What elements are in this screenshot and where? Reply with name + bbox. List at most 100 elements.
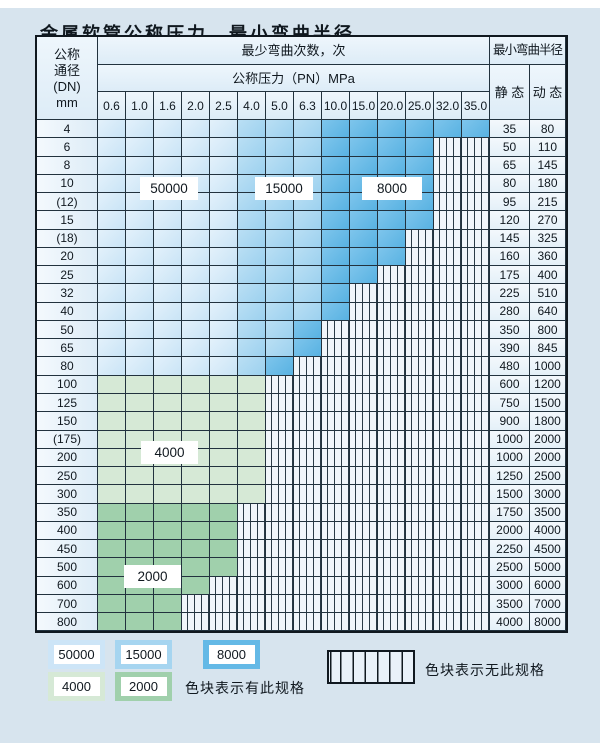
dn-cell: 32 [37, 284, 98, 303]
spec-cell-b3 [378, 211, 406, 230]
spec-cell-b1 [210, 138, 238, 157]
header-dn-column: 公称 通径 (DN) mm [37, 37, 98, 120]
spec-cell-none [406, 266, 434, 285]
dynamic-radius-cell: 1500 [530, 393, 566, 413]
spec-cell-none [462, 156, 490, 175]
spec-cell-none [434, 320, 462, 340]
spec-cell-none [462, 594, 490, 614]
spec-cell-b1 [154, 357, 182, 376]
spec-cell-b1 [210, 174, 238, 194]
spec-cell-g2 [98, 576, 126, 595]
spec-cell-none [266, 467, 294, 486]
dn-cell: (12) [37, 193, 98, 212]
header-dynamic: 动 态 [530, 65, 566, 120]
spec-cell-g1 [154, 393, 182, 413]
spec-cell-g2 [126, 594, 154, 614]
spec-cell-g2 [98, 558, 126, 577]
static-radius-cell: 3500 [490, 594, 530, 614]
dynamic-radius-cell: 215 [530, 193, 566, 212]
spec-cell-b1 [182, 266, 210, 285]
spec-cell-none [322, 320, 350, 340]
spec-grid: 公称 通径 (DN) mm 最少弯曲次数，次 公称压力（PN）MPa 最小弯曲半径 静… [35, 35, 568, 634]
spec-cell-b3 [378, 138, 406, 157]
spec-cell-g2 [126, 521, 154, 541]
spec-cell-g1 [98, 375, 126, 394]
spec-cell-b3 [406, 156, 434, 175]
spec-cell-none [406, 339, 434, 358]
spec-cell-none [350, 320, 378, 340]
dynamic-radius-cell: 510 [530, 284, 566, 303]
pressure-column-header: 5.0 [266, 92, 294, 120]
spec-cell-b3 [350, 247, 378, 267]
spec-cell-none [434, 174, 462, 194]
spec-cell-b3 [294, 320, 322, 340]
spec-cell-none [266, 503, 294, 522]
static-radius-cell: 4000 [490, 613, 530, 632]
static-radius-cell: 225 [490, 284, 530, 303]
static-radius-cell: 35 [490, 120, 530, 139]
spec-cell-b1 [126, 320, 154, 340]
spec-cell-b3 [462, 120, 490, 139]
spec-cell-b3 [350, 156, 378, 175]
spec-cell-none [462, 229, 490, 248]
spec-cell-g1 [238, 485, 266, 504]
spec-cell-b2 [294, 247, 322, 267]
spec-cell-none [322, 485, 350, 504]
spec-cell-b1 [182, 320, 210, 340]
spec-cell-g2 [182, 540, 210, 559]
spec-cell-none [294, 357, 322, 376]
spec-cell-g2 [98, 540, 126, 559]
spec-cell-g2 [154, 503, 182, 522]
spec-cell-b1 [98, 193, 126, 212]
spec-cell-none [294, 375, 322, 394]
spec-cell-b1 [98, 174, 126, 194]
dn-cell: 450 [37, 540, 98, 559]
spec-cell-none [462, 302, 490, 321]
header-nominal-pressure: 公称压力（PN）MPa [98, 65, 490, 92]
spec-cell-none [294, 448, 322, 468]
spec-cell-g1 [182, 375, 210, 394]
spec-cell-g1 [98, 412, 126, 431]
spec-cell-none [434, 540, 462, 559]
legend-swatch-label: 8000 [208, 645, 255, 664]
spec-cell-b1 [126, 284, 154, 303]
static-radius-cell: 160 [490, 247, 530, 267]
spec-cell-b2 [238, 357, 266, 376]
spec-cell-g1 [238, 430, 266, 449]
spec-cell-g1 [98, 430, 126, 449]
spec-cell-none [182, 594, 210, 614]
spec-cell-b3 [406, 211, 434, 230]
spec-cell-none [434, 357, 462, 376]
spec-cell-g2 [210, 558, 238, 577]
spec-cell-none [210, 594, 238, 614]
spec-cell-none [266, 558, 294, 577]
dn-cell: 80 [37, 357, 98, 376]
spec-cell-none [378, 302, 406, 321]
dn-cell: 400 [37, 521, 98, 541]
header-dn-line: mm [56, 94, 78, 110]
spec-cell-g2 [182, 521, 210, 541]
spec-cell-b1 [182, 339, 210, 358]
spec-cell-g1 [210, 467, 238, 486]
spec-cell-none [378, 576, 406, 595]
spec-cell-g2 [154, 540, 182, 559]
spec-cell-b1 [154, 266, 182, 285]
spec-cell-b1 [210, 266, 238, 285]
spec-cell-none [462, 503, 490, 522]
pressure-column-header: 4.0 [238, 92, 266, 120]
spec-cell-none [406, 412, 434, 431]
spec-cell-none [294, 503, 322, 522]
spec-cell-none [434, 503, 462, 522]
pressure-column-header: 6.3 [294, 92, 322, 120]
spec-cell-g2 [182, 576, 210, 595]
spec-cell-g1 [182, 485, 210, 504]
spec-cell-none [266, 613, 294, 632]
spec-cell-g2 [154, 613, 182, 632]
spec-cell-none [434, 412, 462, 431]
dn-cell: 20 [37, 247, 98, 267]
spec-cell-b2 [266, 138, 294, 157]
dynamic-radius-cell: 360 [530, 247, 566, 267]
header-static: 静 态 [490, 65, 530, 120]
dn-cell: 700 [37, 594, 98, 614]
spec-cell-b1 [126, 339, 154, 358]
